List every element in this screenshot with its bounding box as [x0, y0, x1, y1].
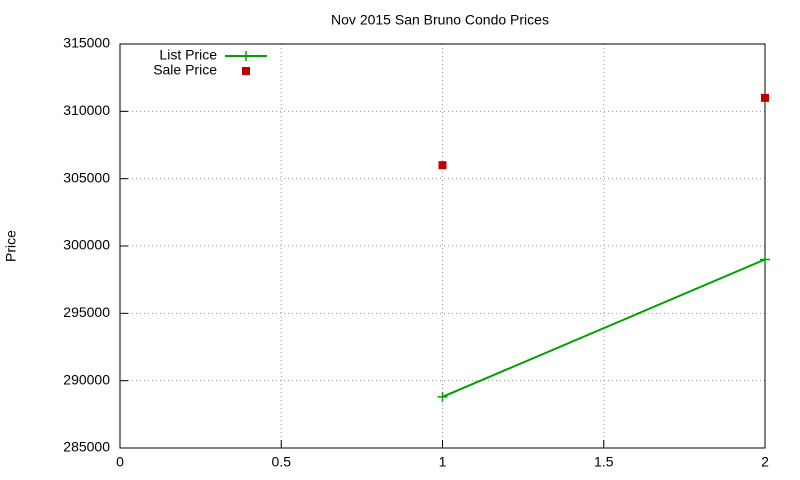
y-axis-label: Price [3, 230, 19, 262]
series-line [442, 258, 766, 398]
y-tick-label: 315000 [63, 35, 110, 51]
data-point [760, 254, 770, 265]
x-tick-label: 1.5 [594, 454, 614, 470]
x-tick-label: 1 [439, 454, 447, 470]
y-tick-label: 295000 [63, 304, 110, 320]
y-tick-label: 305000 [63, 169, 110, 185]
chart-title: Nov 2015 San Bruno Condo Prices [331, 12, 549, 28]
x-tick-label: 0.5 [272, 454, 292, 470]
data-point [437, 391, 448, 402]
legend-marker [241, 51, 251, 61]
x-tick-label: 0 [116, 454, 124, 470]
y-tick-label: 300000 [63, 237, 110, 253]
data-point [761, 93, 769, 102]
y-tick-label: 290000 [63, 371, 110, 387]
x-tick-label: 2 [761, 454, 769, 470]
plot-frame [119, 43, 766, 449]
legend-label: Sale Price [153, 62, 217, 78]
legend-label: List Price [159, 47, 217, 63]
y-tick-label: 285000 [63, 439, 110, 455]
data-point [438, 161, 447, 170]
legend-marker [242, 67, 250, 75]
y-tick-label: 310000 [63, 102, 110, 118]
